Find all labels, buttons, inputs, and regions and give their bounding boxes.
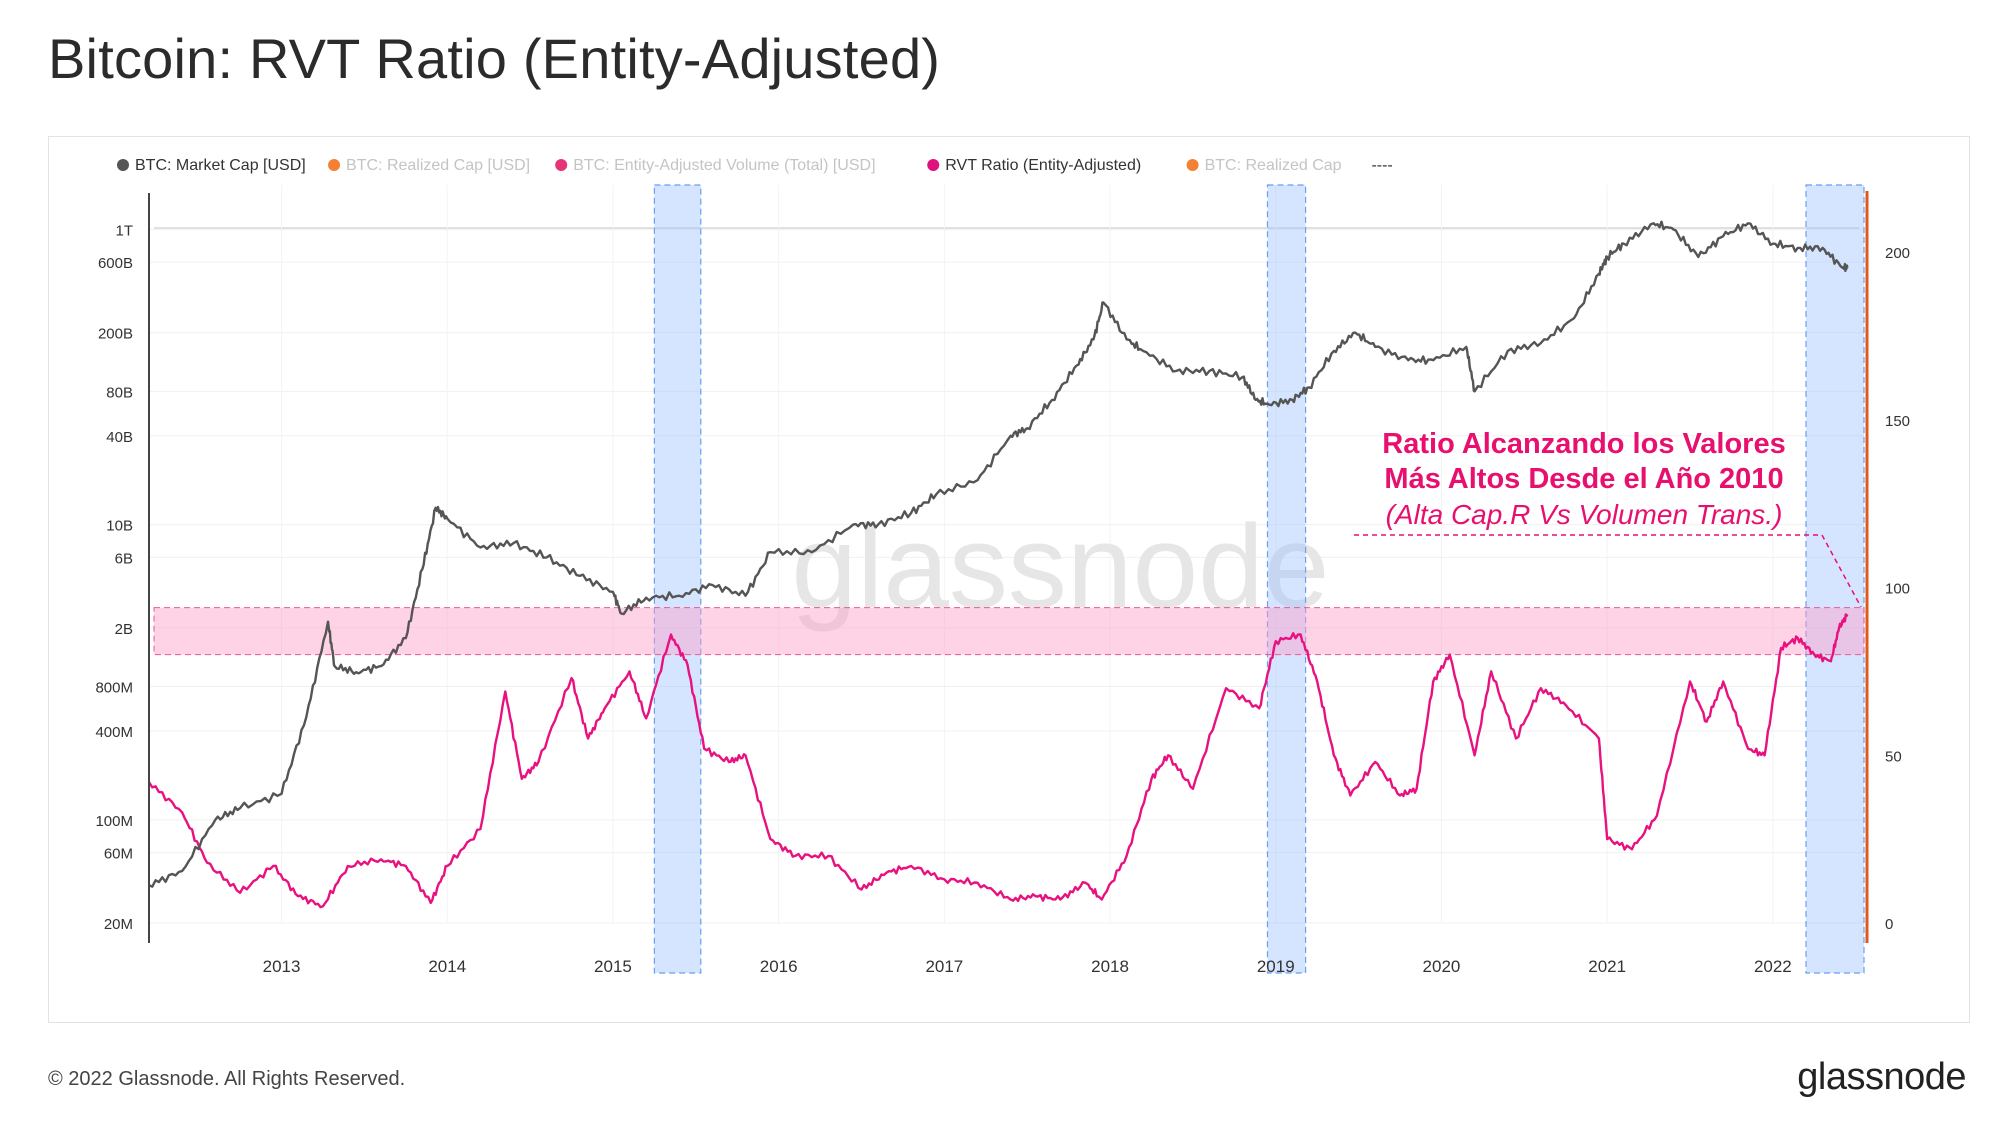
legend-dot-4 <box>1186 159 1199 171</box>
legend-dot-0 <box>117 159 129 171</box>
x-tick-label-4: 2017 <box>925 957 963 976</box>
legend-label-2[interactable]: BTC: Entity-Adjusted Volume (Total) [USD… <box>573 157 875 174</box>
chart-canvas[interactable]: BTC: Market Cap [USD] BTC: Realized Cap [… <box>49 137 1969 1022</box>
left-tick-label-0: 20M <box>104 916 133 933</box>
page-title: Bitcoin: RVT Ratio (Entity-Adjusted) <box>48 27 941 90</box>
legend-label-5[interactable]: ---- <box>1371 157 1392 174</box>
ratio-band <box>153 607 1865 656</box>
left-tick-label-12: 1T <box>115 222 133 239</box>
glassnode-logo[interactable]: glassnode <box>1797 1056 1966 1098</box>
legend-dot-1 <box>328 159 341 171</box>
legend-label-4[interactable]: BTC: Realized Cap <box>1205 157 1342 174</box>
x-tick-label-3: 2016 <box>760 957 798 976</box>
x-tick-label-2: 2015 <box>594 957 632 976</box>
left-tick-label-10: 200B <box>98 326 133 343</box>
left-tick-label-2: 100M <box>95 813 133 830</box>
x-tick-label-5: 2018 <box>1091 957 1129 976</box>
left-tick-label-5: 2B <box>115 621 133 638</box>
right-tick-label-2: 100 <box>1885 581 1910 598</box>
market-cap-line <box>148 220 1849 888</box>
left-tick-label-6: 6B <box>115 550 133 567</box>
copyright-text: © 2022 Glassnode. All Rights Reserved. <box>48 1068 406 1090</box>
legend-dot-2 <box>555 159 568 171</box>
annotation-line-1: Ratio Alcanzando los Valores <box>1382 428 1785 460</box>
x-tick-label-1: 2014 <box>428 957 466 976</box>
annotation-line-3: (Alta Cap.R Vs Volumen Trans.) <box>1386 499 1783 530</box>
right-tick-label-3: 150 <box>1885 413 1910 430</box>
right-tick-label-4: 200 <box>1885 245 1910 262</box>
x-tick-label-8: 2021 <box>1588 957 1626 976</box>
rvt-ratio-line <box>147 613 1849 909</box>
left-tick-label-8: 40B <box>106 429 133 446</box>
x-tick-label-6: 2019 <box>1257 957 1295 976</box>
legend-label-1[interactable]: BTC: Realized Cap [USD] <box>346 157 530 174</box>
highlight-range-1 <box>1266 184 1307 974</box>
left-tick-label-3: 400M <box>95 724 133 741</box>
left-tick-label-4: 800M <box>95 680 133 697</box>
legend-dot-3 <box>927 159 940 171</box>
highlight-range-0 <box>653 184 702 974</box>
x-tick-label-9: 2022 <box>1754 957 1792 976</box>
right-tick-label-0: 0 <box>1885 916 1893 933</box>
left-tick-label-1: 60M <box>104 846 133 863</box>
left-tick-label-9: 80B <box>106 384 133 401</box>
annotation-line-2: Más Altos Desde el Año 2010 <box>1384 463 1783 495</box>
chart-panel: BTC: Market Cap [USD] BTC: Realized Cap [… <box>48 136 1970 1023</box>
legend-label-0[interactable]: BTC: Market Cap [USD] <box>135 157 306 174</box>
highlight-range-2 <box>1805 184 1865 974</box>
right-tick-label-1: 50 <box>1885 748 1902 765</box>
left-tick-label-11: 600B <box>98 255 133 272</box>
x-tick-label-0: 2013 <box>263 957 301 976</box>
annotation-pointer <box>1354 534 1862 608</box>
x-tick-label-7: 2020 <box>1423 957 1461 976</box>
legend-label-3[interactable]: RVT Ratio (Entity-Adjusted) <box>945 157 1141 174</box>
left-tick-label-7: 10B <box>106 518 133 535</box>
